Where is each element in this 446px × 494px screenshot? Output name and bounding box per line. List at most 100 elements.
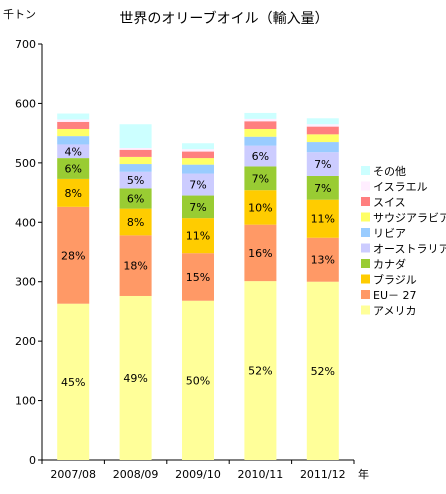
legend-swatch xyxy=(361,228,370,237)
legend-label: カナダ xyxy=(373,257,406,271)
bar-segment-label: 8% xyxy=(64,187,81,200)
bar-segment xyxy=(244,128,277,137)
legend-label: EU－ 27 xyxy=(373,289,417,302)
bar-segment-label: 6% xyxy=(64,163,81,176)
legend-label: その他 xyxy=(373,165,406,178)
bar-segment xyxy=(306,134,339,143)
legend-label: オーストラリア xyxy=(373,243,446,256)
bar-segment-label: 7% xyxy=(189,179,206,192)
x-tick-label: 2010/11 xyxy=(238,468,284,481)
chart-title: 世界のオリーブオイル（輸入量） xyxy=(119,10,328,27)
bar-segment xyxy=(306,237,339,282)
bar-segment xyxy=(119,148,152,150)
bar-segment xyxy=(182,158,214,165)
bar-segment xyxy=(119,208,152,236)
x-tick-label: 2009/10 xyxy=(175,468,221,481)
bar-segment-label: 50% xyxy=(186,374,210,387)
y-tick-label: 600 xyxy=(15,97,36,110)
legend-label: サウジアラビア xyxy=(373,212,446,225)
bar-segment-label: 4% xyxy=(64,145,81,158)
bar-segment xyxy=(244,281,277,460)
bar-segment xyxy=(119,149,152,157)
bar-segment xyxy=(244,118,277,122)
bar-segment xyxy=(182,253,214,301)
bar-segment xyxy=(306,175,339,200)
bar-segment xyxy=(182,218,214,254)
bar-segment xyxy=(119,124,152,148)
legend-label: ブラジル xyxy=(373,273,417,287)
bar-segment-label: 13% xyxy=(311,254,335,267)
bar-segment-label: 11% xyxy=(186,230,210,243)
legend-swatch xyxy=(361,259,370,268)
bar-segment-label: 6% xyxy=(127,193,144,206)
bar-segment xyxy=(306,124,339,127)
bar-segment xyxy=(182,300,214,460)
bar-segment xyxy=(119,188,152,209)
y-axis-title: 千トン xyxy=(3,8,36,21)
bar-segment xyxy=(182,195,214,219)
bar-segment xyxy=(182,164,214,174)
legend-swatch xyxy=(361,243,370,253)
x-tick-label: 2008/09 xyxy=(113,468,159,481)
bar-segment-label: 8% xyxy=(127,216,144,229)
bar-segment xyxy=(119,164,152,172)
bar-segment xyxy=(57,206,90,304)
bar-segment-label: 5% xyxy=(127,174,144,187)
bar-segment xyxy=(57,303,90,460)
bar-segment xyxy=(306,142,339,153)
bar-segment xyxy=(119,156,152,165)
bar-stacks: 45% 28% 8% 6% 4% 49% 18% 8% 6% 5% 50% 15% 11% 7% 7% 52%… xyxy=(57,112,339,460)
bar-segment xyxy=(57,128,90,137)
bar-segment xyxy=(244,145,277,167)
y-tick-label: 0 xyxy=(29,454,36,467)
x-axis: 2007/08 2008/09 2009/10 2010/11 2011/12 xyxy=(41,459,355,481)
bar-segment xyxy=(244,224,277,282)
legend-swatch xyxy=(361,197,370,206)
bar-segment-label: 7% xyxy=(314,182,331,195)
bar-segment xyxy=(182,143,214,150)
bar-segment-label: 11% xyxy=(311,213,335,226)
bar-segment-label: 15% xyxy=(186,271,210,284)
legend-label: リビア xyxy=(373,227,406,240)
bar-segment-label: 10% xyxy=(248,201,272,214)
legend-swatch xyxy=(361,181,370,191)
legend-swatch xyxy=(361,305,370,315)
bar-segment xyxy=(182,149,214,152)
bar-segment xyxy=(57,119,90,122)
legend-swatch xyxy=(361,166,370,175)
bar-segment-label: 7% xyxy=(252,172,269,185)
bar-segment xyxy=(119,235,152,296)
bar-segment-label: 6% xyxy=(252,150,269,163)
x-tick-label: 2011/12 xyxy=(300,468,346,481)
x-tick-label: 2007/08 xyxy=(50,468,96,481)
legend-swatch xyxy=(361,212,370,222)
legend-label: イスラエル xyxy=(373,181,428,194)
y-tick-label: 500 xyxy=(15,157,36,170)
legend-label: アメリカ xyxy=(373,305,416,318)
bar-segment-label: 7% xyxy=(314,158,331,171)
bar-segment xyxy=(244,121,277,129)
bar-segment-label: 16% xyxy=(248,247,272,260)
bar-segment xyxy=(57,178,90,207)
bar-segment xyxy=(306,281,339,460)
bar-segment xyxy=(306,126,339,135)
y-tick-label: 400 xyxy=(15,216,36,229)
bar-segment xyxy=(119,295,152,460)
bar-segment xyxy=(57,113,90,120)
bar-segment xyxy=(182,151,214,159)
bar-segment xyxy=(182,173,214,196)
bar-segment-label: 52% xyxy=(311,365,335,378)
bar-segment-label: 7% xyxy=(189,201,206,214)
bar-segment-label: 45% xyxy=(61,376,85,389)
bar-segment-label: 49% xyxy=(123,372,147,385)
bar-segment xyxy=(244,190,277,225)
bar-segment xyxy=(57,121,90,129)
legend-swatch xyxy=(361,290,370,299)
bar-segment xyxy=(57,158,90,179)
bar-segment-label: 28% xyxy=(61,249,85,262)
bar-segment xyxy=(244,136,277,146)
bar-segment xyxy=(57,136,90,145)
